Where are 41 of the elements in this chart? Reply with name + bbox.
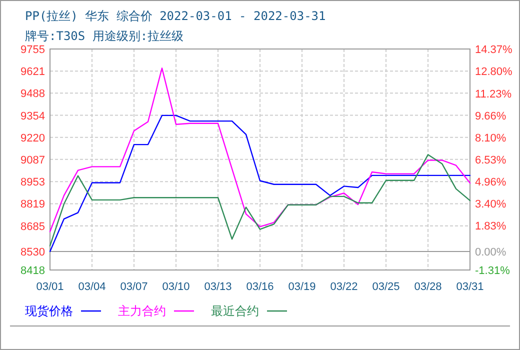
y2-tick-label: -1.31% <box>475 265 510 277</box>
y-tick-label: 8819 <box>20 198 45 211</box>
y-tick-label: 9488 <box>20 88 45 100</box>
legend-label: 现货价格 <box>25 304 73 318</box>
line-series <box>49 68 471 232</box>
y2-tick-label: 14.37% <box>475 44 513 56</box>
x-tick-label: 03/22 <box>330 281 358 293</box>
y2-tick-label: 0.00% <box>475 246 506 259</box>
y2-tick-label: 4.96% <box>475 176 506 189</box>
y2-tick-label: 12.80% <box>475 66 513 78</box>
x-tick-label: 03/13 <box>204 281 232 293</box>
x-tick-label: 03/10 <box>162 281 190 293</box>
x-tick-label: 03/19 <box>288 281 316 293</box>
chart-title: PP(拉丝) 华东 综合价 2022-03-01 - 2022-03-31 <box>25 9 326 23</box>
x-tick-label: 03/04 <box>78 281 106 293</box>
y2-tick-label: 6.53% <box>475 154 506 166</box>
x-tick-label: 03/31 <box>456 281 484 293</box>
x-tick-label: 03/28 <box>414 281 442 293</box>
x-tick-label: 03/07 <box>120 281 148 293</box>
y2-tick-label: 1.83% <box>475 220 506 233</box>
line-series <box>49 154 471 246</box>
y-tick-label: 8685 <box>20 220 45 233</box>
y-tick-label: 8953 <box>20 176 45 189</box>
legend-label: 主力合约 <box>118 304 166 318</box>
y-tick-label: 9087 <box>20 154 45 166</box>
y-tick-label: 9354 <box>20 110 45 122</box>
line-series <box>49 114 471 252</box>
y2-tick-label: 11.23% <box>475 88 512 100</box>
y-tick-label: 9755 <box>20 44 45 56</box>
x-tick-label: 03/16 <box>246 281 274 293</box>
y-tick-label: 9220 <box>20 132 45 144</box>
y2-tick-label: 3.40% <box>475 198 506 211</box>
y-tick-label: 8418 <box>20 265 45 277</box>
legend-label: 最近合约 <box>211 304 259 318</box>
x-tick-label: 03/25 <box>372 281 400 293</box>
y-tick-label: 9621 <box>20 66 45 78</box>
y2-tick-label: 8.10% <box>475 132 506 144</box>
x-tick-label: 03/01 <box>36 281 64 293</box>
y-tick-label: 8530 <box>20 246 45 258</box>
y2-tick-label: 9.66% <box>475 110 506 122</box>
chart-subtitle: 牌号:T30S 用途级别:拉丝级 <box>25 29 184 43</box>
